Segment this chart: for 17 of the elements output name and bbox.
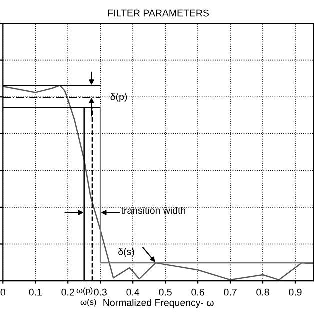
annotation: δ(p) bbox=[110, 93, 128, 102]
x-tick-label: 0.8 bbox=[256, 288, 270, 296]
x-tick-label: 0.6 bbox=[192, 288, 204, 296]
x-tick-label: 0.1 bbox=[29, 288, 42, 296]
x-tick-label: 0.2 bbox=[62, 288, 74, 296]
x-tick-label: 0.3 bbox=[94, 288, 107, 296]
x-tick-label: 0.4 bbox=[126, 288, 140, 296]
text: ω(s) bbox=[80, 299, 96, 307]
annotation: transition width bbox=[121, 206, 186, 214]
x-tick-label: 0.5 bbox=[159, 288, 172, 296]
annotation: δ(s) bbox=[118, 248, 134, 258]
text: ω(p) bbox=[76, 287, 93, 296]
x-tick-label: 0 bbox=[0, 288, 6, 296]
x-tick-label: 0.7 bbox=[224, 288, 237, 296]
chart-title: FILTER PARAMETERS bbox=[108, 10, 209, 17]
x-axis-title: Normalized Frequency- ω bbox=[104, 299, 214, 308]
x-tick-label: 0.9 bbox=[289, 288, 302, 296]
